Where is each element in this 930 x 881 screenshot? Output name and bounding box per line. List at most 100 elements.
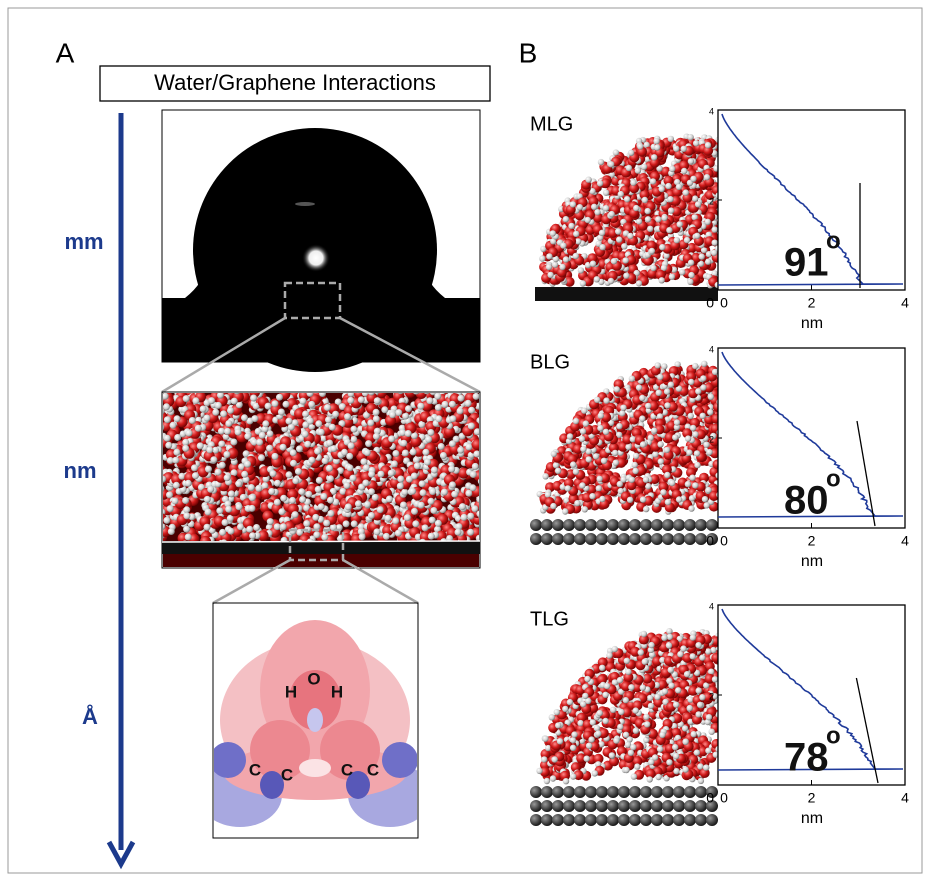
atom bbox=[402, 450, 409, 457]
atom bbox=[332, 411, 339, 418]
atom bbox=[217, 392, 224, 399]
atom bbox=[182, 445, 189, 452]
atom bbox=[278, 409, 285, 416]
atom bbox=[694, 462, 700, 468]
atom bbox=[173, 449, 180, 456]
atom bbox=[244, 461, 251, 468]
atom bbox=[219, 462, 226, 469]
atom bbox=[364, 501, 371, 508]
atom bbox=[312, 514, 319, 521]
atom bbox=[662, 519, 674, 531]
atom bbox=[668, 136, 674, 142]
atom bbox=[629, 477, 635, 483]
atom bbox=[711, 250, 717, 256]
atom bbox=[530, 533, 542, 545]
atom bbox=[362, 480, 369, 487]
atom bbox=[200, 406, 207, 413]
atom bbox=[441, 489, 448, 496]
atom bbox=[457, 408, 464, 415]
atom bbox=[315, 486, 322, 493]
atom bbox=[280, 444, 287, 451]
atom bbox=[568, 223, 574, 229]
atom bbox=[347, 464, 354, 471]
atom bbox=[343, 520, 350, 527]
atom bbox=[249, 505, 256, 512]
atom bbox=[650, 265, 656, 271]
atom bbox=[645, 208, 651, 214]
atom bbox=[276, 394, 283, 401]
atom bbox=[570, 201, 576, 207]
atom bbox=[654, 144, 660, 150]
atom bbox=[316, 477, 323, 484]
atom bbox=[278, 508, 285, 515]
atom bbox=[692, 431, 698, 437]
atom bbox=[272, 453, 279, 460]
atom bbox=[163, 403, 170, 410]
atom bbox=[364, 449, 371, 456]
atom bbox=[658, 458, 664, 464]
atom bbox=[418, 502, 425, 509]
atom bbox=[618, 191, 624, 197]
atom bbox=[550, 230, 556, 236]
atom bbox=[395, 530, 402, 537]
atom bbox=[643, 506, 649, 512]
atom bbox=[596, 533, 608, 545]
atom bbox=[618, 519, 630, 531]
atom bbox=[472, 439, 483, 450]
atom bbox=[701, 361, 707, 367]
atom bbox=[374, 528, 381, 535]
atom bbox=[700, 413, 706, 419]
atom bbox=[327, 475, 334, 482]
atom bbox=[183, 526, 190, 533]
atom bbox=[674, 419, 680, 425]
atom bbox=[308, 401, 315, 408]
panel-label: B bbox=[519, 37, 538, 68]
atom bbox=[410, 449, 417, 456]
atom bbox=[282, 385, 289, 392]
atom bbox=[368, 488, 375, 495]
atom bbox=[216, 507, 223, 514]
atom bbox=[451, 491, 458, 498]
atom bbox=[424, 459, 431, 466]
atom bbox=[351, 520, 358, 527]
atom bbox=[323, 520, 330, 527]
atom bbox=[174, 415, 181, 422]
atom bbox=[593, 453, 599, 459]
atom bbox=[320, 493, 327, 500]
atom bbox=[478, 478, 485, 485]
atom bbox=[653, 138, 659, 144]
atom bbox=[659, 244, 665, 250]
atom bbox=[560, 242, 566, 248]
atom bbox=[695, 533, 707, 545]
atom bbox=[191, 464, 198, 471]
atom bbox=[283, 401, 290, 408]
atom bbox=[241, 414, 248, 421]
atom bbox=[318, 503, 325, 510]
atom bbox=[326, 440, 333, 447]
atom bbox=[608, 161, 614, 167]
atom bbox=[624, 196, 630, 202]
atom bbox=[327, 510, 334, 517]
atom bbox=[683, 189, 689, 195]
atom bbox=[434, 393, 441, 400]
atom bbox=[619, 410, 625, 416]
atom bbox=[377, 471, 384, 478]
atom bbox=[186, 430, 193, 437]
atom bbox=[650, 178, 656, 184]
atom bbox=[574, 519, 586, 531]
atom bbox=[559, 264, 565, 270]
atom bbox=[720, 444, 726, 450]
atom bbox=[674, 237, 680, 243]
atom bbox=[289, 497, 296, 504]
atom bbox=[212, 409, 219, 416]
atom bbox=[692, 195, 698, 201]
atom bbox=[655, 216, 661, 222]
atom bbox=[695, 519, 707, 531]
atom bbox=[541, 519, 553, 531]
atom bbox=[438, 443, 445, 450]
atom bbox=[596, 476, 602, 482]
atom bbox=[261, 482, 268, 489]
atom bbox=[547, 272, 553, 278]
atom bbox=[585, 533, 597, 545]
atom bbox=[563, 533, 575, 545]
